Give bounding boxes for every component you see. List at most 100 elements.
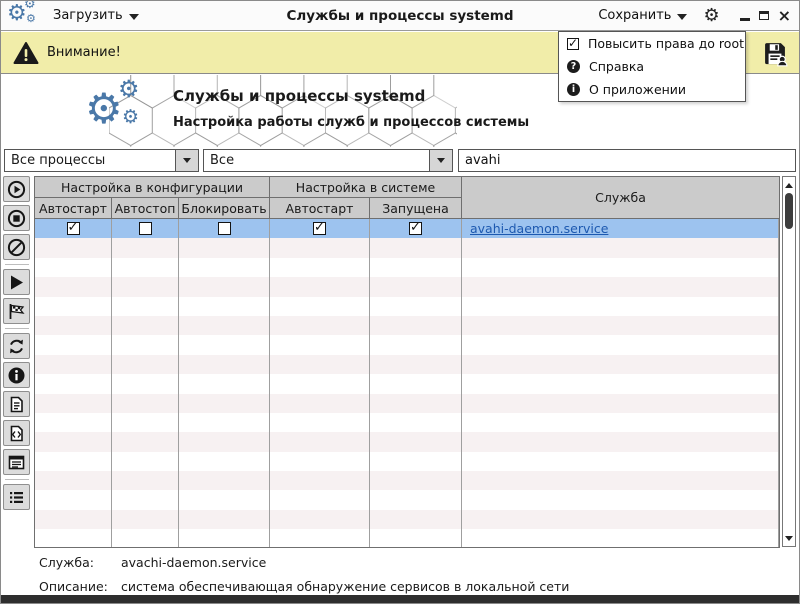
save-as-root-icon[interactable]: [761, 39, 789, 67]
checkbox-cell: [112, 354, 179, 375]
service-cell: [462, 354, 779, 375]
stop-service-button[interactable]: [3, 205, 30, 231]
menu-item-about[interactable]: i О приложении: [559, 78, 745, 101]
checkbox-cell: [35, 238, 112, 258]
window-controls: ×: [739, 5, 791, 25]
checkbox-cell: [270, 219, 370, 239]
checkbox-cell: [112, 412, 179, 433]
checkbox-cell: [35, 393, 112, 413]
checkbox-cell: [370, 277, 462, 297]
checkbox-cell: [270, 238, 370, 258]
process-filter-combobox[interactable]: Все процессы: [4, 149, 199, 172]
refresh-button[interactable]: [3, 333, 30, 359]
vertical-scrollbar[interactable]: [782, 176, 796, 547]
table-header: Настройка в конфигурации Автостарт Автос…: [35, 177, 779, 219]
block-service-button[interactable]: [3, 234, 30, 260]
log-window-button[interactable]: [3, 449, 30, 475]
load-button[interactable]: Загрузить: [47, 4, 145, 27]
service-cell: [462, 529, 779, 547]
chevron-down-icon: [128, 13, 139, 20]
checkbox-cell: [270, 277, 370, 297]
table-row[interactable]: avahi-daemon.service: [35, 219, 779, 239]
checkbox-cell: [112, 393, 179, 413]
config-file-button[interactable]: [3, 420, 30, 446]
service-cell: [462, 471, 779, 491]
start-service-button[interactable]: [3, 176, 30, 202]
checkbox-cell: [270, 335, 370, 355]
log-window-icon: [8, 455, 25, 469]
checkbox-cell: [370, 412, 462, 433]
service-link[interactable]: avahi-daemon.service: [470, 221, 609, 237]
table-row: [35, 432, 779, 452]
checkbox-cell: [370, 354, 462, 375]
state-filter-value: Все: [210, 153, 235, 168]
checkbox-cell: [179, 354, 270, 375]
settings-gear-button[interactable]: ⚙: [703, 4, 720, 26]
info-button[interactable]: [3, 362, 30, 388]
checkbox-cell: [270, 432, 370, 452]
menu-item-raise-rights[interactable]: Повысить права до root: [559, 32, 745, 55]
checkbox-cell: [179, 451, 270, 472]
info-icon: [8, 367, 25, 383]
checkbox[interactable]: [217, 222, 231, 236]
maximize-button[interactable]: [758, 11, 769, 20]
checkbox-cell: [370, 296, 462, 316]
finish-flag-button[interactable]: [3, 298, 30, 324]
checkbox-cell: [35, 412, 112, 433]
checkbox-cell: [270, 490, 370, 510]
combo-arrow-button[interactable]: [175, 150, 198, 171]
state-filter-combobox[interactable]: Все: [203, 149, 453, 172]
app-header-text: Службы и процессы systemd Настройка рабо…: [173, 87, 529, 130]
document-button[interactable]: [3, 391, 30, 417]
checkbox[interactable]: [138, 222, 152, 236]
service-cell: [462, 238, 779, 258]
service-cell: [462, 277, 779, 297]
checkbox-cell: [179, 471, 270, 491]
scrollbar-thumb[interactable]: [785, 193, 793, 229]
table-row: [35, 335, 779, 355]
service-cell: [462, 451, 779, 472]
table-row: [35, 296, 779, 316]
hexagon-pattern: [109, 75, 457, 147]
checkbox-cell: [35, 257, 112, 278]
help-circle-icon: ?: [567, 60, 580, 73]
close-button[interactable]: ×: [777, 5, 791, 25]
checkbox-cell: [179, 490, 270, 510]
minimize-button[interactable]: [739, 18, 750, 21]
menu-item-label: О приложении: [589, 82, 687, 97]
run-button[interactable]: [3, 269, 30, 295]
checkbox-cell: [112, 238, 179, 258]
column-header: Автостоп: [112, 198, 179, 219]
scroll-up-button[interactable]: [783, 179, 795, 191]
checkbox[interactable]: [66, 220, 80, 236]
checkbox-cell: [179, 393, 270, 413]
services-table: Настройка в конфигурации Автостарт Автос…: [34, 176, 780, 548]
settings-dropdown-menu: Повысить права до root ? Справка i О при…: [558, 31, 746, 102]
service-cell: [462, 257, 779, 278]
run-icon: [11, 275, 23, 289]
checkbox-cell: [112, 529, 179, 547]
search-input[interactable]: [458, 149, 796, 172]
scroll-down-button[interactable]: [783, 532, 795, 544]
checkbox-cell: [179, 315, 270, 336]
save-button[interactable]: Сохранить: [592, 4, 693, 27]
checkbox-cell: [112, 490, 179, 510]
table-body: avahi-daemon.service: [35, 219, 779, 547]
service-cell: [462, 490, 779, 510]
checkbox[interactable]: [313, 220, 326, 236]
checkbox-cell: [35, 296, 112, 316]
menu-item-help[interactable]: ? Справка: [559, 55, 745, 78]
service-value: avachi-daemon.service: [121, 555, 267, 570]
process-filter-value: Все процессы: [11, 153, 106, 168]
combo-arrow-button[interactable]: [429, 150, 452, 171]
checkbox[interactable]: [409, 220, 422, 236]
triangle-down-icon: [785, 535, 793, 541]
column-header: Автостарт: [270, 198, 370, 219]
checkbox-cell: [35, 335, 112, 355]
service-cell: [462, 335, 779, 355]
checkbox-cell: [35, 277, 112, 297]
group-header-system: Настройка в системе: [270, 177, 462, 198]
service-cell: [462, 509, 779, 530]
list-button[interactable]: [3, 484, 30, 510]
table-row: [35, 490, 779, 510]
